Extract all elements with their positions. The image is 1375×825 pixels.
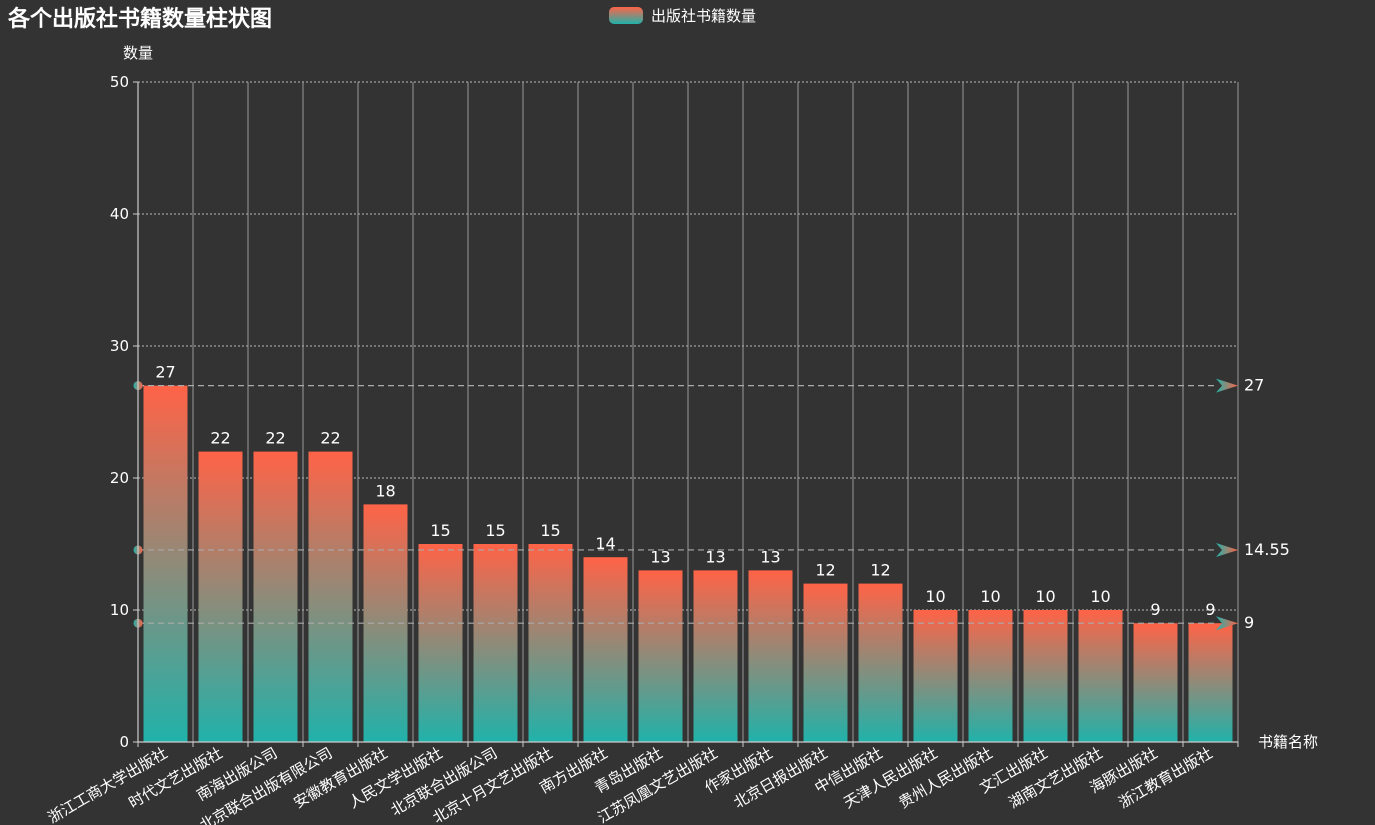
mark-line-arrow — [1216, 616, 1238, 631]
y-tick-label: 40 — [110, 205, 129, 223]
legend[interactable]: 出版社书籍数量 — [609, 7, 756, 25]
bar-value-label: 10 — [1035, 587, 1055, 606]
bar-value-label: 10 — [1090, 587, 1110, 606]
axes: 0 10 20 30 40 50 — [110, 73, 1239, 751]
bar-value-label: 12 — [870, 561, 890, 580]
x-tick-label: 湖南文艺出版社 — [1006, 744, 1106, 812]
bar-value-label: 22 — [320, 429, 340, 448]
bar — [473, 544, 518, 742]
mark-line-label: 27 — [1244, 376, 1264, 395]
bar — [913, 610, 958, 742]
bar-value-label: 15 — [485, 521, 505, 540]
bar-value-label: 9 — [1205, 600, 1215, 619]
mark-line-label: 14.55 — [1244, 540, 1290, 559]
x-tick-label: 安徽教育出版社 — [291, 744, 391, 812]
mark-line-arrow — [1216, 378, 1238, 393]
bar-value-label: 10 — [925, 587, 945, 606]
mark-line-label: 9 — [1244, 613, 1254, 632]
y-tick-label: 10 — [110, 601, 129, 619]
chart-title: 各个出版社书籍数量柱状图 — [7, 6, 272, 32]
y-axis-label: 数量 — [123, 44, 153, 62]
bar — [198, 451, 243, 742]
bar — [583, 557, 628, 742]
bar — [253, 451, 298, 742]
bar — [1188, 623, 1233, 742]
grid — [137, 81, 1239, 742]
bar — [528, 544, 573, 742]
bar — [308, 451, 353, 742]
bar-value-label: 15 — [540, 521, 560, 540]
bar — [858, 583, 903, 742]
bar-value-label: 22 — [265, 429, 285, 448]
bar-value-label: 9 — [1150, 600, 1160, 619]
x-tick-label: 天津人民出版社 — [841, 744, 941, 812]
bar — [968, 610, 1013, 742]
bar-value-label: 22 — [210, 429, 230, 448]
bar — [1078, 610, 1123, 742]
x-tick-label: 时代文艺出版社 — [126, 744, 226, 812]
x-tick-label: 贵州人民出版社 — [896, 744, 996, 812]
x-axis-label: 书籍名称 — [1258, 733, 1318, 751]
bar-value-label: 13 — [650, 547, 670, 566]
bar-value-label: 12 — [815, 561, 835, 580]
bar — [143, 385, 188, 742]
legend-swatch — [609, 7, 643, 24]
mark-line-arrow — [1216, 542, 1238, 557]
y-tick-label: 20 — [110, 469, 129, 487]
mark-lines: 27 14.55 9 — [133, 376, 1290, 632]
bar — [638, 570, 683, 742]
bar-value-label: 14 — [595, 534, 615, 553]
y-tick-label: 30 — [110, 337, 129, 355]
bar — [693, 570, 738, 742]
bar-value-label: 27 — [155, 363, 175, 382]
x-tick-label: 浙江教育出版社 — [1116, 744, 1216, 812]
y-tick-label: 50 — [110, 73, 129, 91]
bar — [418, 544, 463, 742]
bar-value-label: 10 — [980, 587, 1000, 606]
bar — [1133, 623, 1178, 742]
y-tick-label: 0 — [119, 733, 129, 751]
x-tick-label: 北京日报出版社 — [731, 744, 831, 812]
bar — [1023, 610, 1068, 742]
bar-value-label: 18 — [375, 481, 395, 500]
bar-value-label: 15 — [430, 521, 450, 540]
bar — [748, 570, 793, 742]
bar-value-label: 13 — [705, 547, 725, 566]
bar-value-label: 13 — [760, 547, 780, 566]
bar — [803, 583, 848, 742]
legend-label: 出版社书籍数量 — [651, 7, 756, 25]
